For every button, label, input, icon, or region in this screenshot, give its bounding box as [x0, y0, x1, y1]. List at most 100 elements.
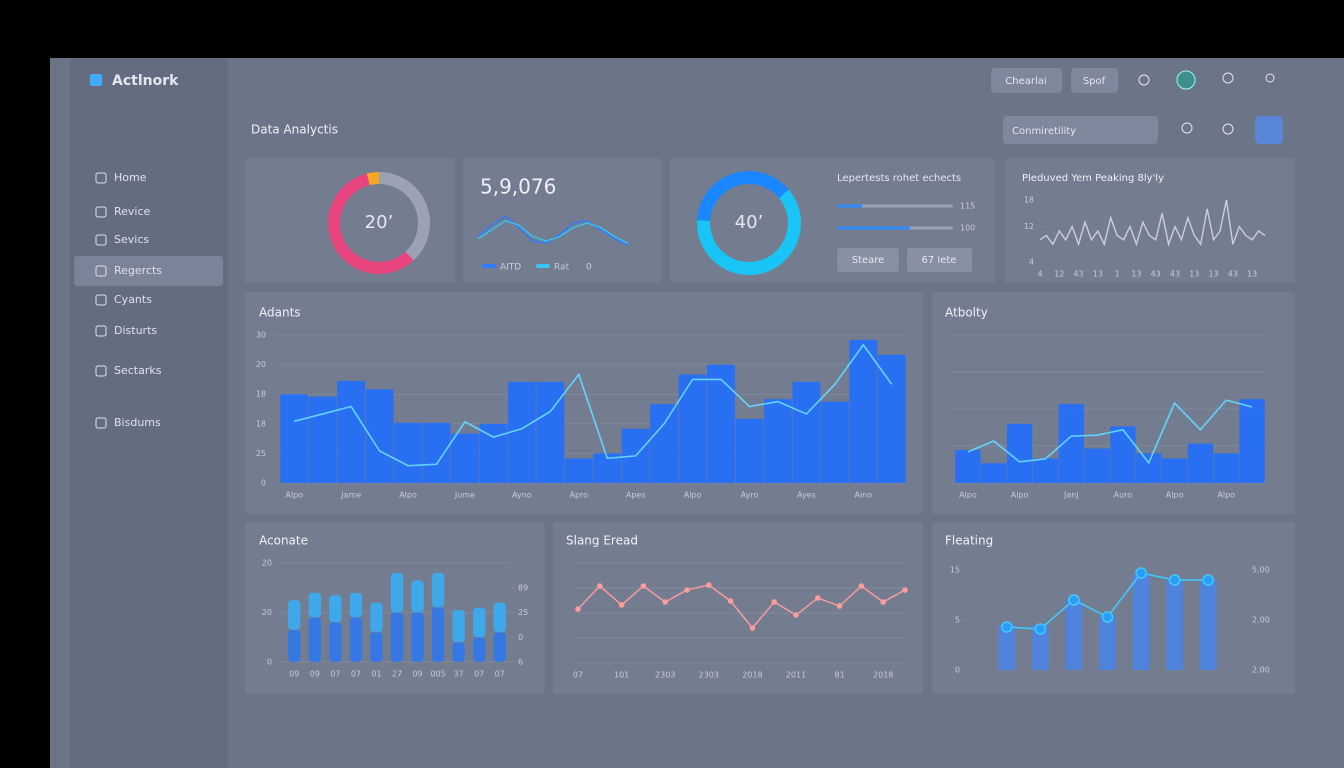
marker	[662, 599, 668, 605]
y-tick-label: 0	[267, 658, 272, 667]
bar	[820, 401, 849, 483]
donut-segment	[366, 171, 380, 186]
nav-item: Sectarks	[114, 364, 162, 377]
nav-item: Cyants	[114, 293, 152, 306]
bar	[394, 422, 422, 483]
bar	[536, 381, 565, 483]
bar	[349, 592, 363, 618]
bar	[431, 572, 445, 608]
bar	[792, 381, 821, 483]
bar	[998, 625, 1016, 670]
marker	[618, 602, 625, 608]
line	[1039, 199, 1266, 247]
icon[interactable]	[1222, 123, 1234, 135]
bar	[1065, 600, 1083, 670]
bar	[1058, 404, 1084, 483]
x-tick-label: Janj	[1063, 491, 1079, 500]
y2-tick-label: 0	[518, 633, 523, 642]
nav-icon	[95, 365, 107, 377]
y-tick-label: 0	[955, 666, 960, 675]
nav-item: Bisdums	[114, 416, 161, 429]
progress-track	[837, 204, 953, 208]
bar	[337, 380, 366, 483]
marker	[836, 603, 843, 609]
donut-segment	[328, 173, 414, 275]
marker	[1101, 611, 1114, 623]
chart-title: Adants	[259, 306, 301, 320]
bar	[1110, 426, 1136, 483]
nav-active	[74, 256, 223, 286]
nav-icon	[95, 172, 107, 184]
bar	[1099, 615, 1116, 670]
dropdown[interactable]	[1003, 116, 1158, 144]
marker	[749, 625, 756, 631]
brand: Actlnork	[112, 73, 179, 89]
button[interactable]	[907, 248, 972, 272]
x-tick-label: 07	[474, 670, 484, 679]
nav-item: Disturts	[114, 324, 157, 337]
nav: Home Revice Sevics Regercts Cyants Disturts Se…	[74, 171, 223, 429]
bar	[473, 607, 486, 638]
x-tick-label: 2011	[786, 671, 806, 680]
y-tick-label: 20	[262, 608, 272, 617]
y-tick-label: 12	[1024, 222, 1034, 231]
bar	[411, 612, 424, 662]
x-tick-label: Alpo	[399, 491, 417, 500]
card	[553, 522, 923, 694]
line	[294, 343, 893, 467]
y-tick-label: 18	[256, 419, 266, 428]
y-tick-label: 30	[256, 331, 266, 340]
bar	[507, 381, 536, 483]
x-tick-label: Ayno	[512, 491, 532, 500]
top-button[interactable]	[991, 68, 1062, 93]
icon[interactable]	[1265, 73, 1275, 83]
sidebar	[70, 58, 228, 768]
y-tick-label: 20	[256, 360, 266, 369]
bar	[764, 399, 792, 483]
x-tick-label: 13	[1208, 270, 1218, 279]
marker	[1001, 621, 1013, 633]
icon[interactable]	[1222, 72, 1234, 84]
bar	[593, 453, 622, 483]
x-tick-label: 81	[835, 671, 845, 680]
nav-icon	[95, 294, 107, 306]
marker	[706, 582, 712, 588]
action-button[interactable]	[1255, 116, 1283, 144]
nav-icon	[95, 325, 107, 337]
bar	[493, 632, 506, 662]
nav-item: Revice	[114, 205, 151, 218]
x-tick-label: 2018	[742, 671, 762, 680]
bar	[308, 592, 321, 618]
y2-tick-label: 2.00	[1252, 666, 1270, 675]
bar	[1161, 458, 1188, 483]
line	[477, 219, 629, 244]
x-tick-label: 43	[1073, 270, 1083, 279]
x-tick-label: Auro	[1114, 491, 1133, 500]
chart-title: Slang Eread	[566, 534, 638, 548]
bar	[308, 617, 321, 662]
marker	[793, 612, 799, 618]
top-button[interactable]	[1071, 68, 1118, 93]
top-button-label: Spof	[1083, 76, 1106, 87]
progress-fill	[837, 204, 863, 208]
bar	[1187, 443, 1214, 483]
x-tick-label: 43	[1151, 270, 1161, 279]
progress-label: 100	[960, 224, 975, 233]
bar	[955, 449, 981, 483]
x-tick-label: 005	[430, 670, 445, 679]
bar	[280, 394, 309, 483]
icon[interactable]	[1138, 74, 1150, 86]
button[interactable]	[837, 248, 899, 272]
donut-segment	[697, 189, 801, 275]
search-icon[interactable]	[1181, 122, 1193, 134]
x-tick-label: 43	[1170, 270, 1180, 279]
bar	[1084, 448, 1110, 483]
marker	[902, 587, 908, 593]
x-tick-label: 07	[330, 670, 340, 679]
chart-title: 5,9,076	[480, 175, 556, 199]
bar	[650, 404, 679, 483]
chart-title: Aconate	[259, 534, 308, 548]
marker	[684, 587, 690, 593]
bar	[1006, 423, 1033, 483]
avatar[interactable]	[1176, 70, 1196, 90]
